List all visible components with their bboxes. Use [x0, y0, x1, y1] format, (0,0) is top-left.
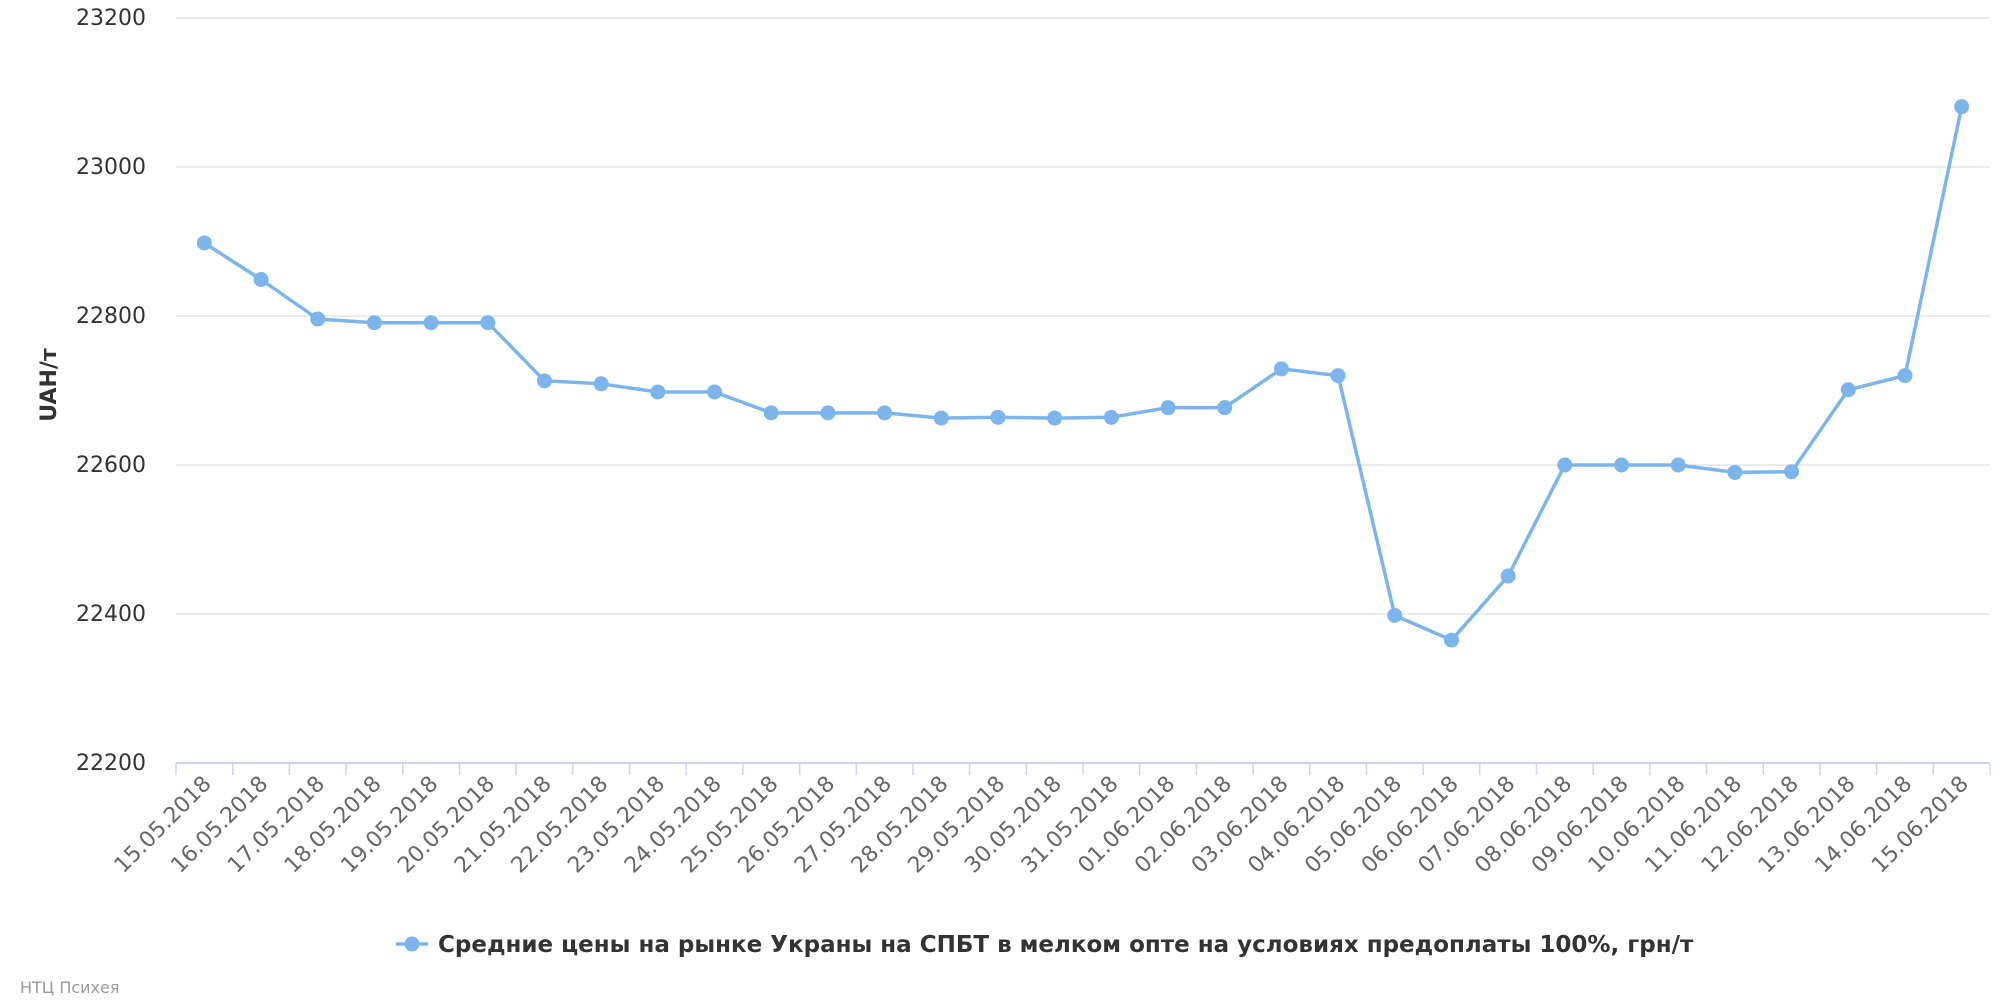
data-point: [310, 311, 326, 327]
data-point: [933, 410, 949, 426]
data-point: [1614, 457, 1630, 473]
data-point: [480, 315, 496, 331]
data-point: [423, 315, 439, 331]
data-point: [253, 271, 269, 287]
y-tick-label: 22400: [76, 602, 146, 627]
y-tick-label: 22200: [76, 751, 146, 776]
data-point: [1897, 368, 1913, 384]
data-point: [1500, 568, 1516, 584]
y-tick-label: 23200: [76, 6, 146, 31]
y-tick-label: 22600: [76, 453, 146, 478]
data-point: [1727, 464, 1743, 480]
series-line: [202, 104, 1964, 642]
data-point: [196, 235, 212, 251]
credit-text[interactable]: НТЦ Психея: [20, 978, 120, 997]
y-tick-label: 22800: [76, 304, 146, 329]
data-point: [650, 384, 666, 400]
data-point: [1954, 99, 1970, 115]
data-point: [1670, 457, 1686, 473]
data-point: [1103, 409, 1119, 425]
data-point: [1840, 382, 1856, 398]
legend[interactable]: Средние цены на рынке Украны на СПБТ в м…: [396, 932, 1694, 958]
data-point: [820, 405, 836, 421]
y-axis-ticks: 22200 22400 22600 22800 23000 23200: [76, 6, 146, 776]
data-point: [1784, 464, 1800, 480]
data-point: [1160, 400, 1176, 416]
data-point: [1387, 607, 1403, 623]
x-tick-label: 15.05.2018: [110, 772, 217, 879]
data-point: [1273, 361, 1289, 377]
legend-marker: [404, 936, 420, 952]
data-point: [707, 384, 723, 400]
data-point: [1557, 457, 1573, 473]
data-point: [536, 373, 552, 389]
legend-label: Средние цены на рынке Украны на СПБТ в м…: [438, 932, 1694, 958]
y-axis-label: UAH/т: [37, 348, 62, 422]
data-point: [990, 409, 1006, 425]
data-point: [763, 405, 779, 421]
data-point: [877, 405, 893, 421]
data-point: [1443, 632, 1459, 648]
data-point: [366, 315, 382, 331]
data-point: [1330, 368, 1346, 384]
y-tick-label: 23000: [76, 155, 146, 180]
data-point: [593, 376, 609, 392]
data-point: [1047, 410, 1063, 426]
grid-lines: [176, 17, 1990, 615]
series-group: [196, 99, 1970, 648]
data-point: [1217, 400, 1233, 416]
x-axis: 15.05.201816.05.201817.05.201818.05.2018…: [110, 762, 1991, 879]
